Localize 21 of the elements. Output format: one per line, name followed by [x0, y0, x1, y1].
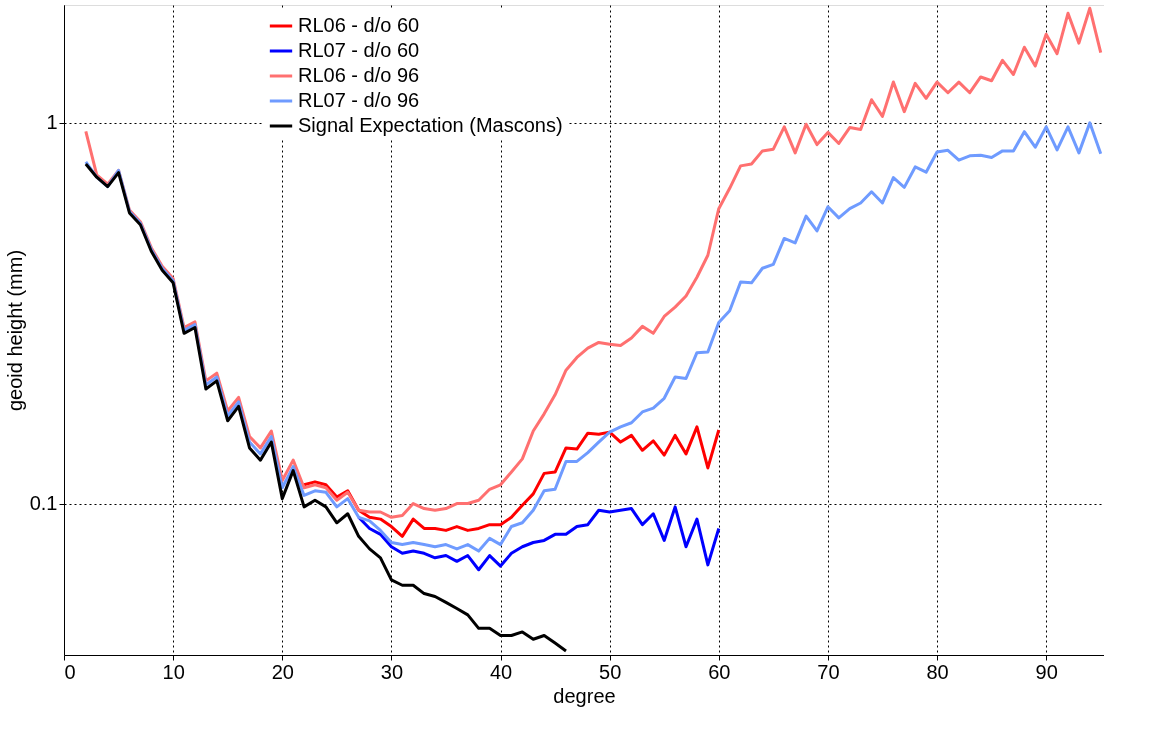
x-tick-label: 80: [926, 660, 949, 683]
line-series: [302, 425, 721, 538]
line-series: [357, 505, 721, 572]
legend-label: RL06 - d/o 60: [298, 14, 420, 36]
y-tick-label: 0.1: [29, 492, 58, 515]
y-tick-label: 1: [46, 111, 58, 134]
legend-label: RL07 - d/o 60: [298, 39, 420, 61]
legend-label: RL06 - d/o 96: [298, 64, 420, 86]
legend-label: RL07 - d/o 96: [298, 89, 420, 111]
x-tick-label: 50: [599, 660, 622, 683]
x-tick-label: 70: [817, 660, 840, 683]
legend-label: Signal Expectation (Mascons): [298, 114, 563, 136]
x-tick-label: 20: [271, 660, 294, 683]
x-axis-title: degree: [553, 684, 616, 707]
y-axis-title: geoid height (mm): [3, 249, 26, 412]
x-tick-label: 30: [380, 660, 404, 683]
x-tick-label: 90: [1035, 660, 1058, 683]
x-tick-label: 60: [708, 660, 731, 683]
x-tick-label: 0: [64, 660, 76, 683]
x-tick-label: 10: [162, 660, 185, 683]
x-tick-label: 40: [489, 660, 513, 683]
